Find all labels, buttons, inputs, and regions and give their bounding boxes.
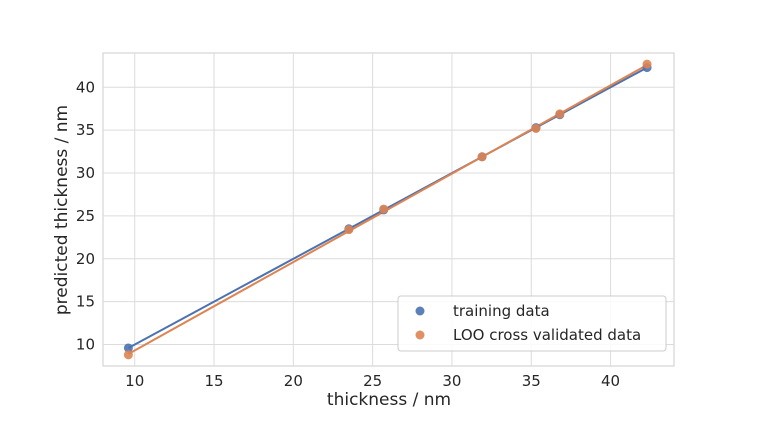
y-axis-label: predicted thickness / nm	[52, 105, 72, 315]
legend-label-loo: LOO cross validated data	[453, 326, 641, 344]
y-tick-label: 30	[76, 164, 95, 182]
y-tick-label: 40	[76, 78, 95, 96]
data-point-loo	[477, 152, 487, 162]
x-tick-label: 30	[442, 372, 461, 390]
data-points	[123, 59, 652, 360]
y-tick-label: 15	[76, 293, 95, 311]
x-tick-label: 25	[363, 372, 382, 390]
y-tick-label: 10	[76, 336, 95, 354]
data-point-loo	[379, 204, 389, 214]
data-point-loo	[344, 225, 354, 235]
legend-box	[397, 295, 667, 352]
data-point-loo	[531, 123, 541, 133]
legend-marker-loo	[415, 330, 425, 340]
data-point-loo	[555, 109, 565, 119]
y-tick-labels: 10 15 20 25 30 35 40	[76, 78, 95, 353]
x-tick-labels: 10 15 20 25 30 35 40	[125, 372, 620, 390]
y-tick-label: 35	[76, 121, 95, 139]
x-tick-label: 35	[522, 372, 541, 390]
legend-label-training: training data	[453, 302, 550, 320]
y-tick-label: 20	[76, 250, 95, 268]
legend: training data LOO cross validated data	[397, 295, 667, 352]
x-tick-label: 10	[125, 372, 144, 390]
legend-marker-training	[415, 306, 425, 316]
x-axis-label: thickness / nm	[327, 390, 451, 410]
x-tick-label: 40	[601, 372, 620, 390]
y-tick-label: 25	[76, 207, 95, 225]
data-point-training	[123, 343, 133, 353]
x-tick-label: 20	[284, 372, 303, 390]
x-tick-label: 15	[204, 372, 223, 390]
data-point-loo	[642, 59, 652, 69]
data-point-loo	[123, 350, 133, 360]
